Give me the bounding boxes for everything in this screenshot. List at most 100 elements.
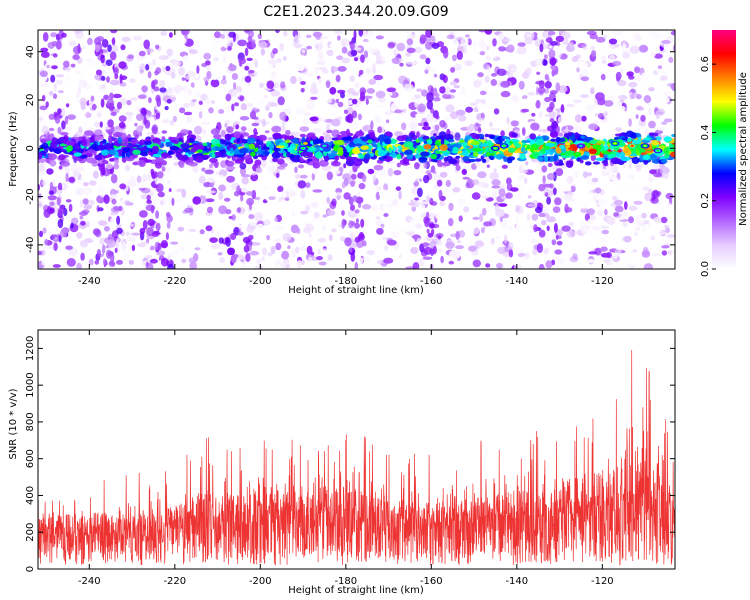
heatmap-cell — [290, 135, 295, 140]
heatmap-cell — [151, 124, 159, 135]
heatmap-cell — [557, 115, 568, 125]
heatmap-cell — [159, 93, 164, 99]
heatmap-cell — [439, 131, 447, 138]
heatmap-cell — [525, 161, 529, 166]
heatmap-cell — [49, 201, 55, 206]
heatmap-cell — [326, 123, 331, 132]
heatmap-cell — [415, 139, 420, 143]
heatmap-cell — [468, 245, 477, 252]
heatmap-cell — [418, 156, 428, 163]
heatmap-cell — [160, 257, 169, 267]
heatmap-cell — [113, 189, 120, 194]
heatmap-cell — [663, 147, 670, 155]
heatmap-cell — [251, 122, 260, 127]
heatmap-cell — [430, 228, 435, 235]
heatmap-cell — [65, 199, 72, 203]
heatmap-cell — [95, 154, 102, 161]
heatmap-cell — [167, 155, 173, 159]
heatmap-cell — [255, 223, 265, 232]
heatmap-cell — [649, 169, 657, 175]
heatmap-cell — [114, 159, 120, 164]
heatmap-cell — [429, 197, 434, 205]
heatmap-cell — [488, 87, 496, 94]
heatmap-cell — [403, 141, 414, 148]
heatmap-cell — [493, 168, 497, 172]
heatmap-cell — [484, 30, 493, 35]
heatmap-cell — [236, 138, 241, 143]
heatmap-cell — [542, 31, 549, 38]
heatmap-cell — [628, 205, 638, 211]
heatmap-cell — [227, 45, 232, 51]
heatmap-cell — [110, 194, 119, 198]
heatmap-cell — [556, 125, 560, 134]
heatmap-cell — [606, 216, 616, 226]
heatmap-cell — [240, 187, 249, 193]
heatmap-cell — [568, 147, 573, 151]
heatmap-cell — [657, 65, 663, 70]
heatmap-cell — [604, 145, 609, 151]
heatmap-cell — [428, 223, 435, 229]
heatmap-cell — [484, 133, 489, 138]
heatmap-cell — [42, 227, 47, 234]
heatmap-cell — [224, 181, 229, 188]
heatmap-cell — [110, 111, 117, 116]
heatmap-cell — [162, 149, 167, 154]
heatmap-cell — [219, 257, 226, 263]
heatmap-cell — [445, 241, 455, 249]
heatmap-cell — [608, 111, 613, 118]
heatmap-cell — [298, 246, 307, 252]
heatmap-cell — [161, 130, 168, 134]
heatmap-cell — [275, 242, 282, 251]
heatmap-cell — [184, 207, 194, 213]
heatmap-cell — [613, 43, 620, 48]
heatmap-cell — [201, 167, 206, 172]
heatmap-cell — [297, 75, 301, 82]
heatmap-cell — [51, 65, 58, 70]
heatmap-cell — [248, 200, 253, 211]
heatmap-cell — [384, 110, 394, 116]
heatmap-cell — [352, 195, 358, 202]
heatmap-cell — [201, 62, 208, 68]
heatmap-cell — [549, 57, 557, 66]
heatmap-cell — [126, 99, 132, 106]
heatmap-cell — [632, 249, 637, 253]
heatmap-cell — [349, 43, 356, 50]
heatmap-cell — [244, 218, 251, 225]
heatmap-cell — [595, 187, 602, 194]
heatmap-cell — [302, 118, 309, 125]
heatmap-cell — [155, 222, 161, 232]
spectrogram-x-ticks: -240 -220 -200 -180 -160 -140 -120 — [78, 30, 614, 287]
heatmap-cell — [142, 220, 148, 230]
heatmap-cell — [544, 192, 549, 198]
heatmap-cell — [494, 139, 499, 144]
heatmap-cell — [243, 245, 250, 253]
heatmap-cells — [38, 30, 675, 269]
heatmap-cell — [552, 98, 557, 103]
heatmap-cell — [248, 143, 255, 150]
heatmap-cell — [64, 115, 69, 125]
heatmap-cell — [613, 199, 623, 206]
heatmap-cell — [431, 42, 440, 50]
heatmap-cell — [164, 70, 172, 76]
heatmap-cell — [73, 152, 82, 157]
heatmap-cell — [358, 30, 364, 37]
heatmap-cell — [390, 231, 400, 239]
heatmap-cell — [205, 225, 213, 232]
heatmap-cell — [260, 48, 266, 56]
heatmap-cell — [545, 260, 553, 269]
heatmap-cell — [110, 30, 118, 34]
heatmap-cell — [479, 190, 487, 196]
heatmap-cell — [48, 226, 56, 231]
heatmap-cell — [432, 246, 437, 255]
heatmap-cell — [616, 100, 622, 106]
heatmap-cell — [601, 60, 608, 64]
heatmap-cell — [38, 193, 42, 199]
heatmap-cell — [283, 30, 288, 37]
heatmap-cell — [386, 119, 390, 124]
heatmap-cell — [77, 131, 83, 139]
heatmap-cell — [231, 89, 241, 98]
heatmap-cell — [579, 145, 583, 147]
heatmap-cell — [112, 93, 122, 99]
heatmap-cell — [496, 68, 507, 77]
chart-title: C2E1.2023.344.20.09.G09 — [263, 4, 448, 20]
